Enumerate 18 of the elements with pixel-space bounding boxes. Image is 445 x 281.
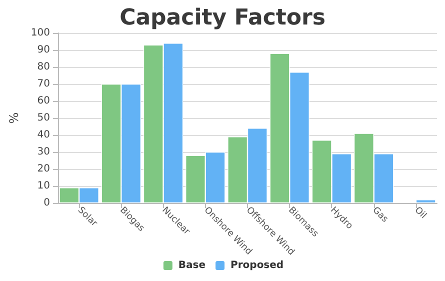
y-axis-title: %	[7, 112, 21, 124]
y-tick-label: 10	[37, 180, 50, 192]
y-tick-label: 20	[37, 164, 50, 174]
y-tick-label: 40	[37, 130, 50, 140]
y-tick-label: 70	[37, 78, 50, 90]
x-tick-label: Oil	[412, 205, 428, 222]
y-tick-label: 80	[37, 62, 50, 72]
chart-title: Capacity Factors	[120, 6, 326, 30]
bar	[416, 200, 436, 203]
y-tick-label: 90	[37, 44, 50, 56]
y-tick-label: 50	[37, 112, 50, 124]
y-tick-label: 0	[44, 198, 50, 208]
legend-label: Proposed	[230, 260, 284, 271]
legend-label: Base	[178, 260, 206, 271]
x-tick-label: Gas	[370, 205, 390, 225]
y-tick-label: 60	[37, 96, 50, 106]
y-tick-label: 100	[30, 28, 50, 38]
y-tick-label: 30	[37, 146, 50, 158]
